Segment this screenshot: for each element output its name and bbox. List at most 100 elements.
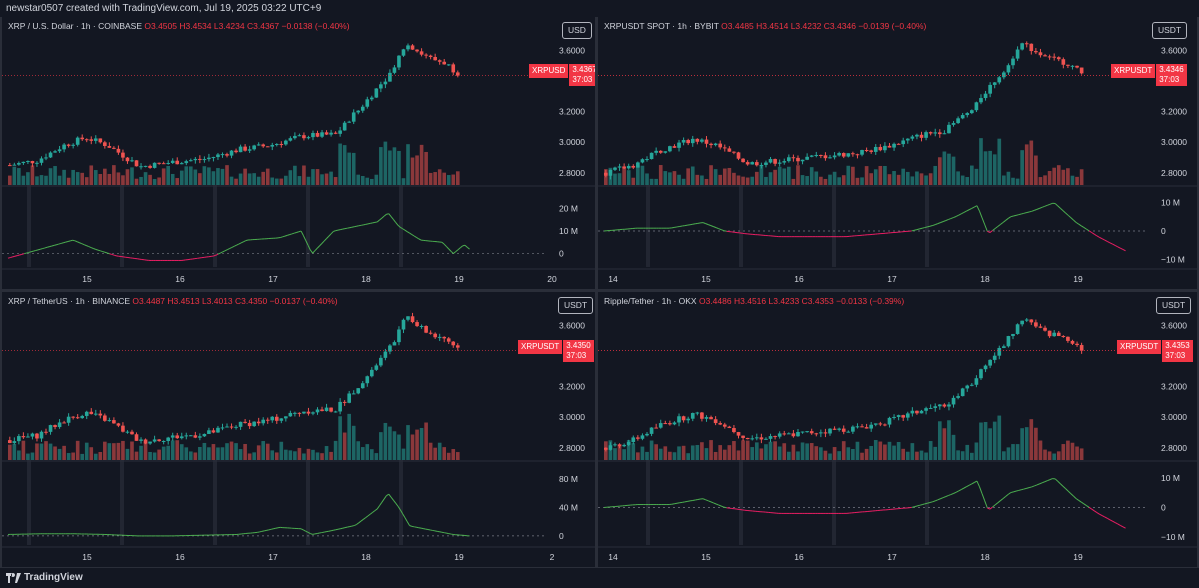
- candle-body: [26, 160, 30, 162]
- volume-bar: [741, 440, 745, 460]
- candle-body: [658, 423, 663, 428]
- time-tick-label: 16: [175, 552, 185, 562]
- osc-line-segment: [374, 508, 378, 512]
- volume-bar: [768, 441, 773, 460]
- osc-line-segment: [305, 530, 309, 533]
- volume-bar: [1029, 140, 1034, 185]
- candle-body: [437, 60, 442, 62]
- candle-body: [338, 401, 342, 412]
- osc-line-segment: [280, 236, 283, 239]
- currency-button[interactable]: USDT: [558, 297, 594, 314]
- osc-line-segment: [35, 249, 39, 251]
- volume-bar: [442, 172, 447, 185]
- candle-body: [1052, 56, 1057, 58]
- osc-line-segment: [367, 513, 371, 517]
- candle-body: [374, 365, 379, 370]
- osc-tick-label: −10 M: [1161, 254, 1185, 264]
- osc-line-segment: [1026, 211, 1030, 214]
- osc-line-segment: [1007, 216, 1012, 219]
- volume-bar: [252, 173, 256, 185]
- candle-body: [93, 413, 98, 415]
- osc-line-segment: [245, 239, 249, 242]
- volume-bar: [401, 448, 406, 460]
- candle-body: [937, 404, 942, 407]
- candle-body: [89, 139, 94, 141]
- chart-canvas[interactable]: 3.6000 3.2000 3.0000 2.8000 80 M 40 M 0 15 16 17 1…: [2, 292, 595, 567]
- volume-bar: [759, 165, 764, 185]
- volume-bar: [1029, 419, 1034, 460]
- candle-body: [455, 345, 460, 348]
- volume-bar: [360, 447, 365, 460]
- osc-line-segment: [459, 245, 463, 249]
- candle-body: [663, 423, 668, 425]
- volume-bar: [8, 444, 12, 460]
- volume-bar: [796, 165, 800, 185]
- candle-body: [869, 424, 874, 429]
- currency-button[interactable]: USD: [562, 22, 592, 39]
- volume-bar: [672, 171, 677, 185]
- volume-bar: [919, 450, 924, 460]
- candle-body: [709, 143, 713, 146]
- volume-bar: [924, 175, 928, 185]
- osc-line-segment: [994, 502, 999, 506]
- change-value: −0.0137 (−0.40%): [269, 296, 338, 306]
- volume-bar: [860, 452, 864, 460]
- volume-bar: [741, 176, 745, 185]
- candle-body: [306, 411, 311, 414]
- osc-line-segment: [386, 493, 390, 497]
- volume-bar: [773, 441, 777, 460]
- osc-tick-label: 10 M: [1161, 198, 1180, 208]
- candle-body: [1029, 319, 1034, 323]
- chart-panel-binance[interactable]: 3.6000 3.2000 3.0000 2.8000 80 M 40 M 0 15 16 17 1…: [2, 292, 595, 567]
- osc-line-segment: [937, 498, 941, 501]
- candle-body: [433, 333, 437, 338]
- candle-body: [370, 97, 374, 100]
- candle-body: [44, 157, 48, 159]
- candle-body: [690, 138, 695, 144]
- osc-line-segment: [266, 529, 269, 531]
- osc-line-segment: [356, 522, 360, 525]
- osc-line-segment: [388, 493, 392, 498]
- candle-body: [329, 132, 333, 135]
- candle-body: [1070, 340, 1075, 344]
- volume-bar: [681, 445, 686, 460]
- osc-line-segment: [1005, 493, 1009, 497]
- volume-bar: [1066, 440, 1070, 460]
- candle-body: [35, 433, 39, 439]
- close-value: C3.4350: [235, 296, 268, 306]
- volume-bar: [869, 445, 874, 460]
- chart-canvas[interactable]: 3.6000 3.2000 3.0000 2.8000 10 M 0 −10 M 14 15 16…: [598, 292, 1197, 567]
- candle-body: [947, 404, 951, 407]
- chart-panel-okx[interactable]: 3.6000 3.2000 3.0000 2.8000 10 M 0 −10 M 14 15 16…: [598, 292, 1197, 567]
- volume-bar: [157, 177, 161, 185]
- candle-body: [937, 132, 942, 135]
- osc-line-segment: [372, 510, 376, 513]
- volume-bar: [855, 177, 860, 185]
- osc-line-segment: [1109, 519, 1113, 522]
- currency-button[interactable]: USDT: [1152, 22, 1188, 39]
- candle-body: [951, 123, 956, 125]
- osc-line-segment: [1107, 517, 1111, 521]
- chart-panel-coinbase[interactable]: 3.6000 3.2000 3.0000 2.8000 20 M 10 M 0 15 16 17 1…: [2, 17, 595, 289]
- osc-line-segment: [395, 222, 399, 226]
- candle-body: [252, 421, 256, 427]
- currency-button[interactable]: USDT: [1156, 297, 1192, 314]
- candle-body: [279, 418, 284, 421]
- chart-canvas[interactable]: 3.6000 3.2000 3.0000 2.8000 20 M 10 M 0 15 16 17 1…: [2, 17, 595, 289]
- candle-body: [161, 163, 166, 165]
- osc-line-segment: [1117, 246, 1121, 249]
- osc-line-segment: [60, 242, 64, 244]
- candle-body: [654, 427, 658, 429]
- osc-line-segment: [1021, 488, 1024, 491]
- osc-line-segment: [1120, 247, 1124, 250]
- osc-line-segment: [273, 527, 276, 530]
- candle-body: [320, 409, 324, 412]
- candle-body: [700, 412, 704, 419]
- volume-bar: [152, 452, 157, 460]
- candle-body: [130, 160, 134, 162]
- osc-line-segment: [381, 215, 385, 219]
- volume-bar: [663, 171, 668, 185]
- candle-body: [919, 410, 924, 414]
